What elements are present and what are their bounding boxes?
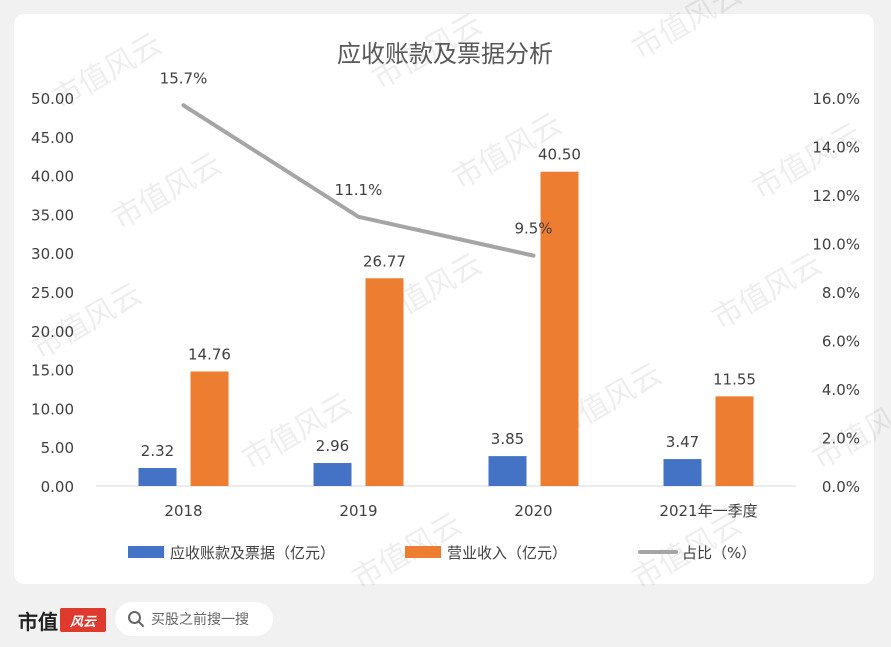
bar — [540, 171, 579, 486]
y-left-tick-label: 5.00 — [41, 439, 74, 457]
bar-data-label: 2.96 — [316, 437, 349, 455]
legend-label: 营业收入（亿元） — [447, 544, 567, 562]
legend-label: 应收账款及票据（亿元） — [170, 544, 335, 562]
y-left-tick-label: 15.00 — [31, 362, 74, 380]
y-right-tick-label: 14.0% — [812, 139, 860, 157]
legend-swatch — [128, 546, 164, 558]
bar-data-label: 3.47 — [666, 433, 699, 451]
x-tick-label: 2021年一季度 — [659, 502, 757, 520]
chart-card — [14, 14, 874, 584]
chart-title: 应收账款及票据分析 — [337, 40, 553, 68]
line-series — [181, 103, 536, 258]
bar-data-label: 40.50 — [538, 146, 581, 164]
footer: 市值 风云 买股之前搜一搜 — [0, 592, 891, 647]
y-left-tick-label: 35.00 — [31, 206, 74, 224]
bar-data-label: 2.32 — [141, 442, 174, 460]
y-left-tick-label: 50.00 — [31, 90, 74, 108]
bar-data-label: 26.77 — [363, 252, 406, 270]
search-box[interactable]: 买股之前搜一搜 — [115, 602, 273, 636]
x-tick-label: 2020 — [514, 502, 552, 520]
bar-data-label: 14.76 — [188, 345, 231, 363]
y-right-tick-label: 2.0% — [822, 430, 860, 448]
bar — [488, 456, 527, 486]
y-right-tick-label: 8.0% — [822, 284, 860, 302]
brand-name: 市值 — [18, 609, 58, 634]
y-right-tick-label: 4.0% — [822, 381, 860, 399]
legend-swatch — [405, 546, 441, 558]
bar — [663, 459, 702, 486]
bar — [715, 396, 754, 486]
bar-data-label: 11.55 — [713, 370, 756, 388]
y-left-tick-label: 0.00 — [41, 478, 74, 496]
line-data-label: 9.5% — [514, 220, 552, 238]
y-right-tick-label: 6.0% — [822, 333, 860, 351]
bar — [190, 371, 229, 486]
bar — [365, 278, 404, 486]
line-data-label: 15.7% — [160, 69, 208, 87]
x-tick-label: 2019 — [339, 502, 377, 520]
y-right-tick-label: 16.0% — [812, 90, 860, 108]
brand-logo[interactable]: 市值 风云 — [18, 606, 106, 634]
y-left-tick-label: 45.00 — [31, 129, 74, 147]
watermark-text: 市值风云 — [627, 0, 748, 67]
watermark-text: 市值风云 — [107, 147, 228, 237]
y-left-tick-label: 20.00 — [31, 323, 74, 341]
y-left-tick-label: 25.00 — [31, 284, 74, 302]
y-left-tick-label: 40.00 — [31, 168, 74, 186]
watermark-text: 市值风云 — [707, 247, 828, 337]
y-right-tick-label: 12.0% — [812, 187, 860, 205]
bar-data-label: 3.85 — [491, 430, 524, 448]
bar — [138, 467, 177, 486]
y-right-tick-label: 10.0% — [812, 236, 860, 254]
bar — [313, 463, 352, 486]
search-icon — [128, 611, 144, 627]
y-left-tick-label: 30.00 — [31, 245, 74, 263]
y-right-tick-label: 0.0% — [822, 478, 860, 496]
legend-label: 占比（%） — [682, 544, 756, 562]
y-left-tick-label: 10.00 — [31, 400, 74, 418]
search-placeholder: 买股之前搜一搜 — [151, 612, 249, 628]
line-data-label: 11.1% — [335, 181, 383, 199]
x-tick-label: 2018 — [164, 502, 202, 520]
brand-mark-icon: 风云 — [60, 608, 106, 632]
